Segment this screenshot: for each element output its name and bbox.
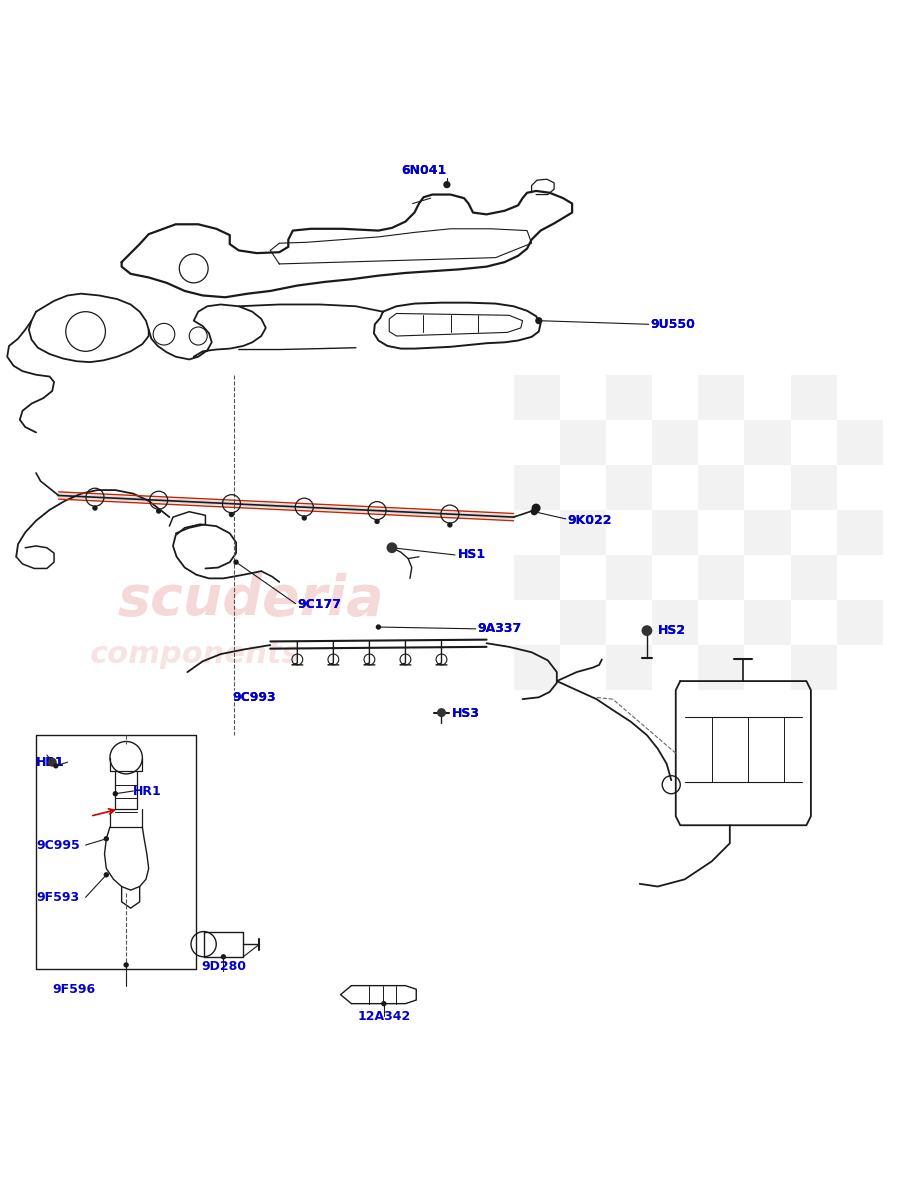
Bar [605,646,652,690]
Circle shape [48,757,57,767]
Bar [698,374,744,420]
Bar [837,510,883,554]
Text: HR1: HR1 [133,785,162,798]
Bar [652,600,698,646]
Circle shape [642,625,652,636]
Bar [652,420,698,464]
Bar [514,464,560,510]
Text: HS2: HS2 [658,624,686,637]
Bar [791,464,837,510]
Circle shape [221,954,226,960]
Bar [514,646,560,690]
Bar [837,600,883,646]
Text: 9C177: 9C177 [297,598,341,611]
Text: HS3: HS3 [452,707,480,720]
Circle shape [229,512,234,517]
Text: 9C995: 9C995 [36,839,80,852]
Text: 9U550: 9U550 [651,318,696,331]
Circle shape [113,791,118,797]
Text: 9A337: 9A337 [478,623,522,635]
Bar [744,510,791,554]
Text: 9C993: 9C993 [232,691,276,704]
Text: 6N041: 6N041 [401,163,446,176]
Text: HS3: HS3 [452,707,480,720]
Bar [514,374,560,420]
Text: 9D280: 9D280 [201,960,246,973]
Bar [744,420,791,464]
Bar [791,646,837,690]
Circle shape [123,962,129,967]
Text: HS2: HS2 [658,624,686,637]
Bar [560,600,605,646]
Text: HS1: HS1 [458,548,486,562]
Bar [744,600,791,646]
Circle shape [532,504,541,512]
Circle shape [535,317,542,324]
Bar [698,464,744,510]
Text: 9C177: 9C177 [297,598,341,611]
Bar [560,420,605,464]
Text: 9U550: 9U550 [651,318,696,331]
Bar [837,420,883,464]
Text: 9F593: 9F593 [36,890,79,904]
Circle shape [92,505,97,511]
Text: HB1: HB1 [36,756,65,769]
Circle shape [302,515,307,521]
Circle shape [447,522,452,528]
Text: 9K022: 9K022 [568,515,612,527]
Text: HB1: HB1 [36,756,65,769]
Text: 9K022: 9K022 [568,515,612,527]
Circle shape [376,624,381,630]
Bar [560,510,605,554]
Bar [791,374,837,420]
Text: 9A337: 9A337 [478,623,522,635]
Circle shape [437,708,446,718]
Circle shape [443,181,450,188]
Bar [698,554,744,600]
Circle shape [104,872,109,877]
Text: scuderia: scuderia [117,572,384,626]
Text: 6N041: 6N041 [401,163,446,176]
Circle shape [233,559,239,565]
Bar [698,646,744,690]
Text: 12A342: 12A342 [357,1009,411,1022]
Text: 9F596: 9F596 [52,983,96,996]
Circle shape [531,508,538,515]
Bar [605,554,652,600]
Circle shape [53,763,59,768]
Bar [652,510,698,554]
Circle shape [156,509,161,514]
Text: 9C993: 9C993 [232,691,276,704]
Circle shape [387,542,397,553]
Bar [791,554,837,600]
Circle shape [104,836,109,841]
Bar [605,374,652,420]
Text: components: components [90,640,301,668]
Text: HS1: HS1 [458,548,486,562]
Circle shape [381,1001,387,1007]
Bar [605,464,652,510]
Circle shape [374,518,379,524]
Bar [514,554,560,600]
